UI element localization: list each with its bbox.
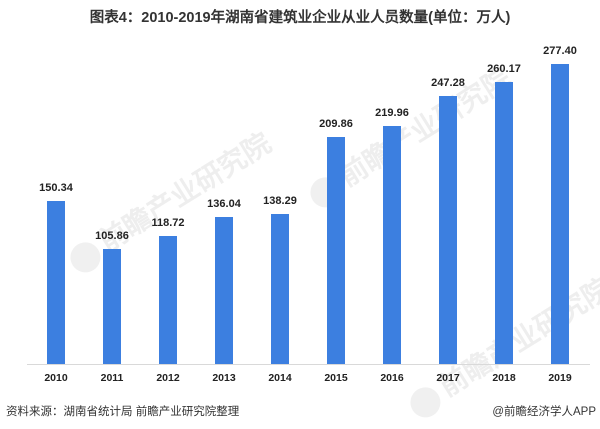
watermark-logo-icon (404, 381, 446, 423)
bar-2017 (439, 96, 457, 364)
chart-title: 图表4：2010-2019年湖南省建筑业企业从业人员数量(单位：万人) (89, 10, 511, 26)
data-label: 118.72 (151, 217, 185, 229)
x-tick-label: 2018 (492, 372, 516, 384)
data-label: 105.86 (95, 230, 129, 242)
bar-2013 (215, 217, 233, 364)
data-label: 277.40 (543, 45, 577, 57)
data-label: 219.96 (375, 107, 409, 119)
x-tick-label: 2010 (44, 372, 68, 384)
data-label: 247.28 (431, 77, 465, 89)
bar-2015 (327, 137, 345, 364)
data-label: 209.86 (319, 118, 353, 130)
x-tick-label: 2012 (156, 372, 180, 384)
data-label: 138.29 (263, 195, 297, 207)
data-label: 136.04 (207, 198, 241, 210)
data-label: 260.17 (487, 63, 521, 75)
bar-2011 (103, 249, 121, 364)
data-label: 150.34 (39, 182, 73, 194)
bar-2010 (47, 201, 65, 364)
bar-2012 (159, 236, 177, 364)
credit-note: @前瞻经济学人APP (492, 406, 596, 418)
bar-2016 (383, 126, 401, 364)
x-axis-line (27, 364, 590, 365)
bar-2018 (495, 82, 513, 364)
source-note: 资料来源：湖南省统计局 前瞻产业研究院整理 (6, 406, 240, 418)
x-tick-label: 2016 (380, 372, 404, 384)
x-tick-label: 2014 (268, 372, 292, 384)
x-tick-label: 2019 (548, 372, 572, 384)
x-tick-label: 2017 (436, 372, 460, 384)
x-tick-label: 2015 (324, 372, 348, 384)
watermark-logo-icon (64, 236, 106, 278)
x-tick-label: 2011 (100, 372, 124, 384)
bar-2014 (271, 214, 289, 364)
x-tick-label: 2013 (212, 372, 236, 384)
bar-2019 (551, 64, 569, 364)
